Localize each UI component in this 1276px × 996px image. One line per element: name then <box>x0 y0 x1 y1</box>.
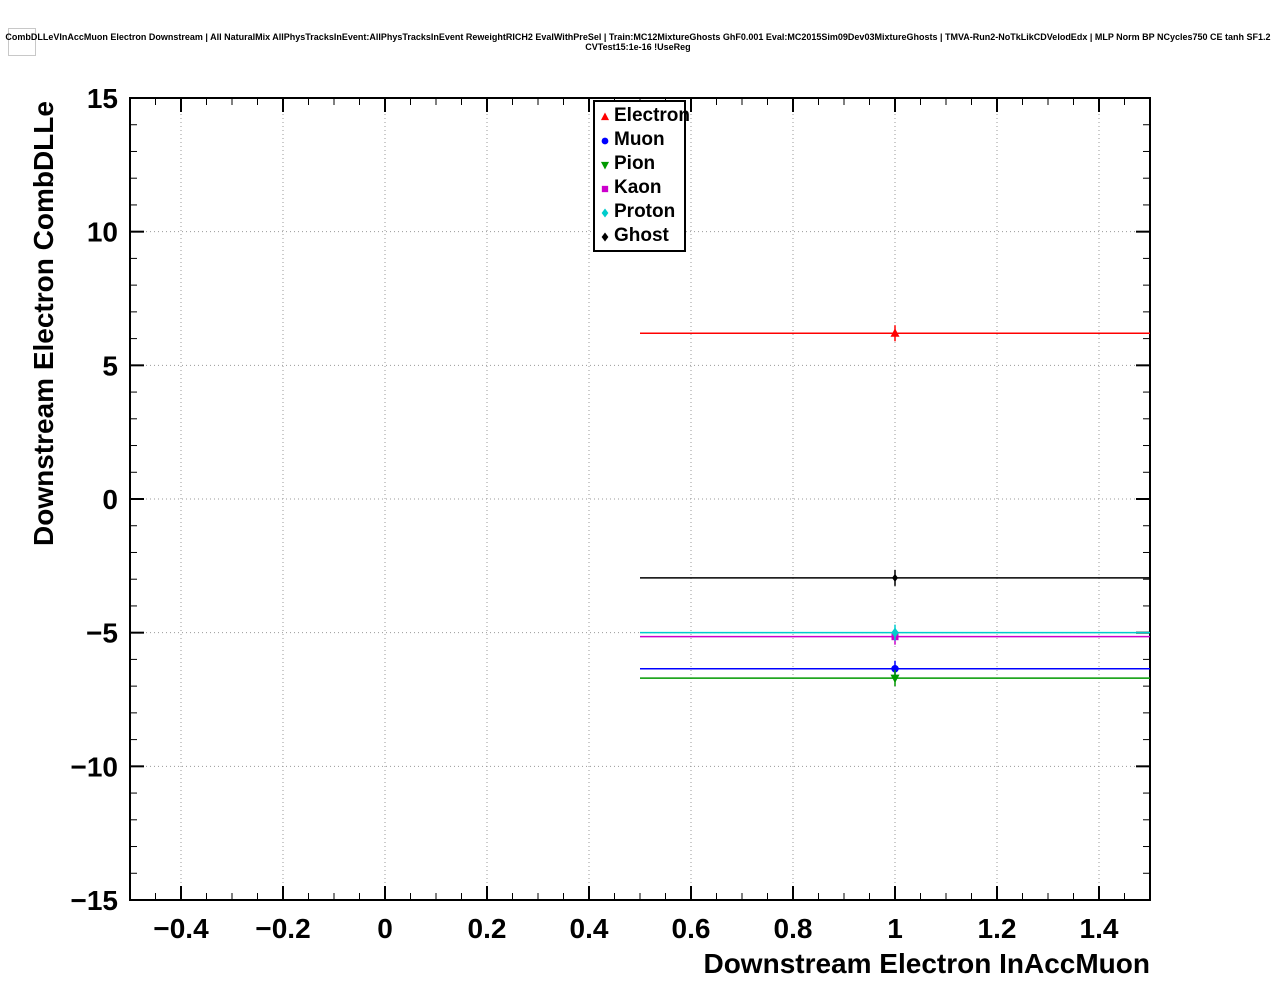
legend-label: Ghost <box>614 225 669 246</box>
legend-marker-ghost-icon <box>601 232 609 242</box>
x-tick-label: 0 <box>377 913 393 944</box>
legend-item-pion: Pion <box>597 152 684 176</box>
legend-label: Proton <box>614 201 676 222</box>
x-tick-label: 0.6 <box>672 913 711 944</box>
y-tick-label: 10 <box>87 217 118 248</box>
y-tick-label: 15 <box>87 83 118 114</box>
legend-marker-electron-icon <box>600 112 610 121</box>
x-tick-label: 1.2 <box>978 913 1017 944</box>
plot-frame <box>129 97 1151 901</box>
plot-title: CombDLLeVInAccMuon Electron Downstream |… <box>5 32 1271 52</box>
legend-label: Pion <box>614 153 656 174</box>
series-marker-pion-icon <box>890 674 900 684</box>
legend: Electron Muon Pion Kaon Proton Ghost <box>593 100 690 252</box>
series-marker-proton-icon <box>891 627 899 638</box>
x-tick-label: 0.2 <box>468 913 507 944</box>
canvas-corner-box <box>8 28 36 56</box>
legend-label: Muon <box>614 129 665 150</box>
legend-marker-proton-icon <box>601 208 609 218</box>
legend-item-electron: Electron <box>597 104 690 128</box>
x-axis-title: Downstream Electron InAccMuon <box>703 948 1150 979</box>
series-marker-ghost-icon <box>892 573 898 582</box>
y-tick-label: −10 <box>71 751 119 782</box>
x-tick-label: −0.2 <box>255 913 310 944</box>
legend-item-proton: Proton <box>597 200 684 224</box>
legend-marker-muon-icon <box>601 137 609 145</box>
series-marker-electron-icon <box>890 328 900 337</box>
y-tick-label: 0 <box>102 484 118 515</box>
x-tick-label: 0.4 <box>570 913 609 944</box>
x-tick-label: 1 <box>887 913 903 944</box>
y-tick-label: −5 <box>86 618 118 649</box>
x-tick-label: 1.4 <box>1080 913 1119 944</box>
legend-label: Kaon <box>614 177 662 198</box>
legend-item-ghost: Ghost <box>597 224 684 248</box>
legend-marker-pion-icon <box>600 161 610 170</box>
legend-item-muon: Muon <box>597 128 684 152</box>
x-tick-label: 0.8 <box>774 913 813 944</box>
series-marker-muon-icon <box>891 665 899 673</box>
legend-item-kaon: Kaon <box>597 176 684 200</box>
y-tick-label: 5 <box>102 350 118 381</box>
y-tick-label: −15 <box>71 885 119 916</box>
legend-marker-kaon-icon <box>601 185 609 193</box>
legend-label: Electron <box>614 105 691 126</box>
x-tick-label: −0.4 <box>153 913 209 944</box>
